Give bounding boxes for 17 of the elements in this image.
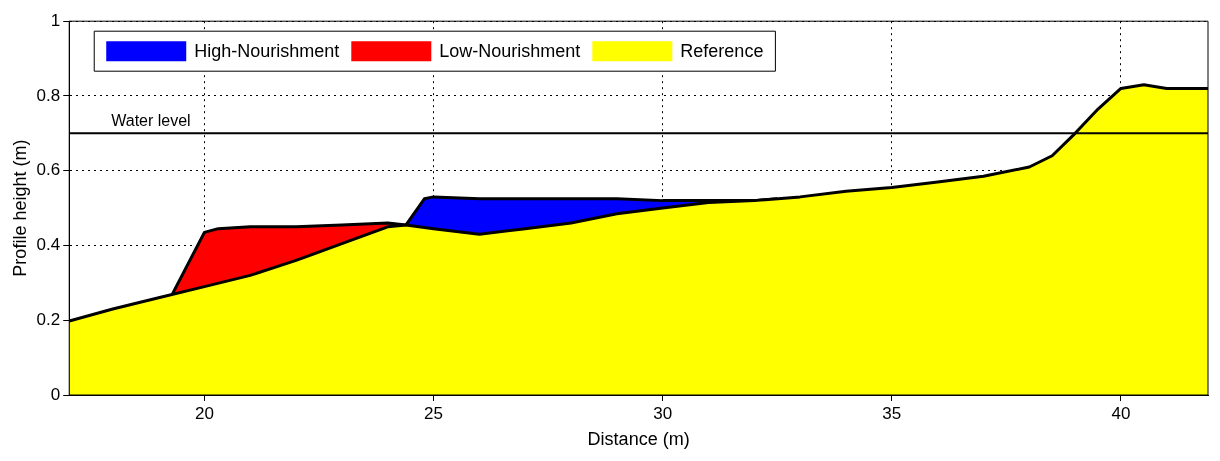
y-tick-label: 0.2 xyxy=(36,309,61,329)
y-tick-label: 1 xyxy=(50,10,61,30)
legend-label: High-Nourishment xyxy=(194,41,340,62)
x-tick-label: 25 xyxy=(424,403,444,423)
ref-line-label: Water level xyxy=(111,111,191,129)
y-axis-title: Profile height (m) xyxy=(9,139,30,277)
legend-label: Low-Nourishment xyxy=(439,41,581,62)
x-tick-label: 35 xyxy=(882,403,902,423)
y-tick-label: 0.6 xyxy=(36,160,61,180)
y-tick-label: 0.4 xyxy=(36,235,61,255)
x-axis-title: Distance (m) xyxy=(587,429,690,450)
legend-label: Reference xyxy=(680,41,764,62)
y-tick-label: 0.8 xyxy=(36,85,61,105)
x-tick-label: 40 xyxy=(1111,403,1131,423)
y-tick-label: 0 xyxy=(50,384,61,404)
x-tick-label: 20 xyxy=(194,403,214,423)
x-tick-label: 30 xyxy=(653,403,673,423)
